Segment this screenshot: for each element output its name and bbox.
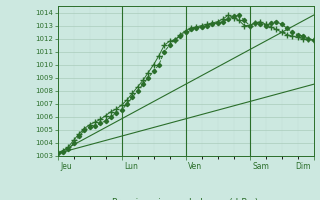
Text: Ven: Ven <box>188 162 202 171</box>
Text: Dim: Dim <box>295 162 310 171</box>
Text: Jeu: Jeu <box>60 162 72 171</box>
Text: Pression niveau de la mer( hPa ): Pression niveau de la mer( hPa ) <box>112 198 259 200</box>
Text: Sam: Sam <box>252 162 269 171</box>
Text: Lun: Lun <box>124 162 138 171</box>
